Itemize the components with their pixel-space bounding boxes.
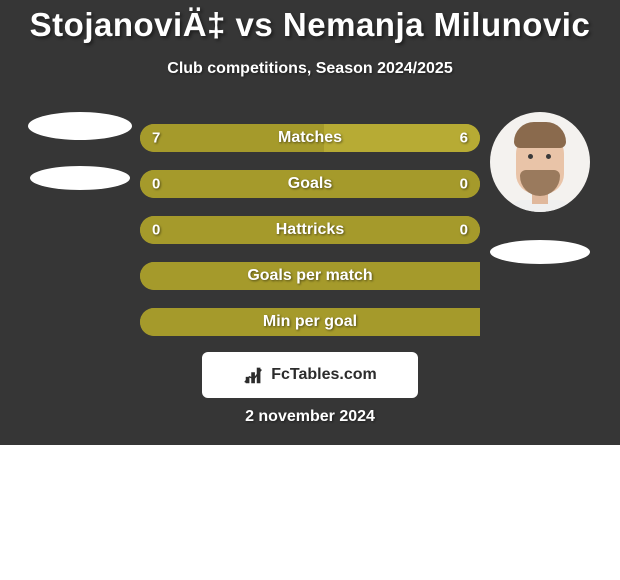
- player-left-name-placeholder: [30, 166, 130, 190]
- stat-bar-fill-left: [140, 170, 310, 198]
- stat-bar-label: Goals: [288, 175, 332, 193]
- stat-bar-fill-right: [310, 170, 480, 198]
- player-right-face: [490, 112, 590, 212]
- stat-bar-value-right: 0: [460, 222, 468, 239]
- stat-bar: Goals per match: [140, 262, 480, 290]
- stat-bar-label: Hattricks: [276, 221, 344, 239]
- subtitle: Club competitions, Season 2024/2025: [0, 60, 620, 78]
- player-left-avatar-placeholder: [28, 112, 132, 140]
- player-right-name-placeholder: [490, 240, 590, 264]
- stat-bar-value-right: 6: [460, 130, 468, 147]
- stat-bar-fill-right: [324, 124, 480, 152]
- stat-bar: Hattricks 0 0: [140, 216, 480, 244]
- player-right-column: [490, 112, 590, 336]
- stat-bars: Matches 7 6 Goals 0 0 Hattricks 0 0 Goals per mat…: [140, 124, 480, 336]
- stat-bar-value-left: 0: [152, 222, 160, 239]
- source-badge-text: FcTables.com: [271, 366, 377, 384]
- stat-bar-value-left: 7: [152, 130, 160, 147]
- stat-bar: Min per goal: [140, 308, 480, 336]
- comparison-card: StojanoviÄ‡ vs Nemanja Milunovic Club co…: [0, 0, 620, 580]
- stat-bar-label: Matches: [278, 129, 342, 147]
- date-text: 2 november 2024: [0, 408, 620, 426]
- stat-bar-label: Goals per match: [247, 267, 372, 285]
- stat-bar-value-left: 0: [152, 176, 160, 193]
- player-left-column: [30, 112, 130, 336]
- stat-bar: Goals 0 0: [140, 170, 480, 198]
- stat-bar: Matches 7 6: [140, 124, 480, 152]
- comparison-row: Matches 7 6 Goals 0 0 Hattricks 0 0 Goals per mat…: [0, 112, 620, 336]
- chart-icon: [243, 364, 265, 386]
- player-right-avatar: [490, 112, 590, 212]
- page-title: StojanoviÄ‡ vs Nemanja Milunovic: [0, 0, 620, 44]
- stat-bar-label: Min per goal: [263, 313, 357, 331]
- stat-bar-value-right: 0: [460, 176, 468, 193]
- source-badge[interactable]: FcTables.com: [202, 352, 418, 398]
